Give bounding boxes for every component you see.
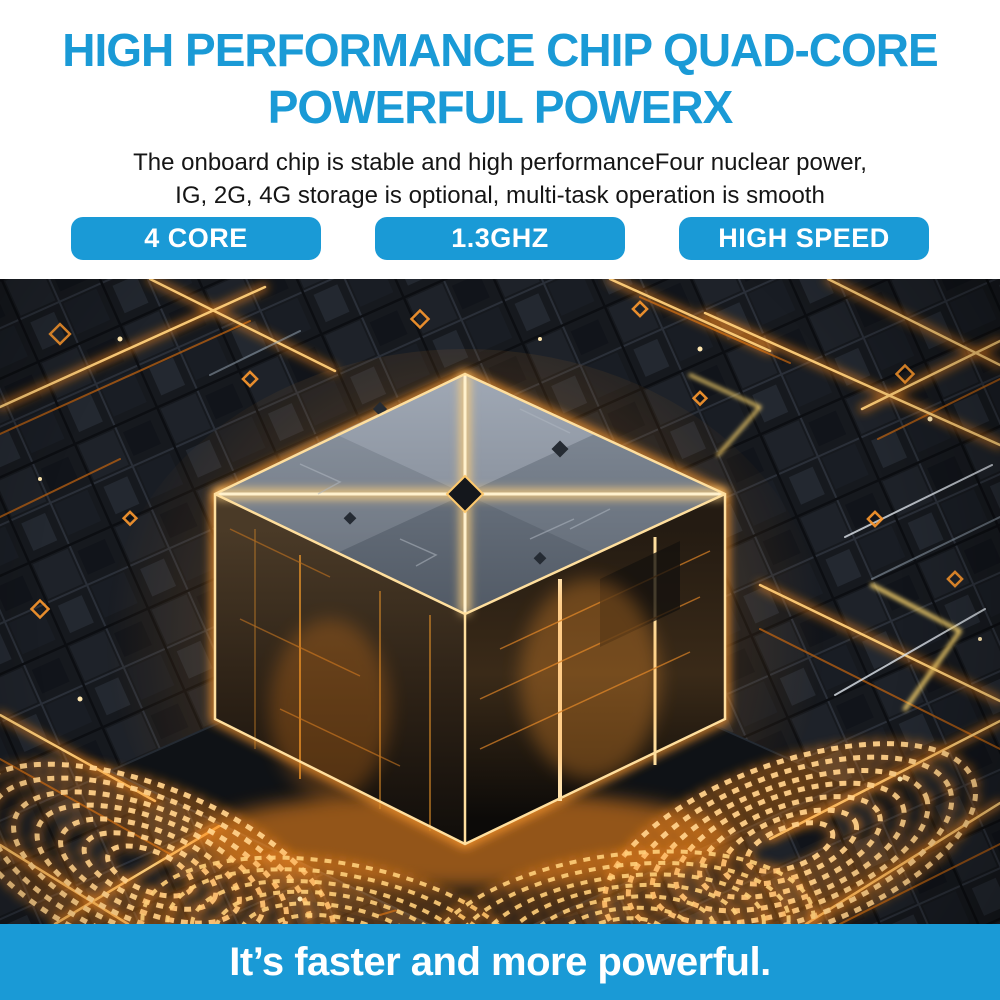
title-line-2: POWERFUL POWERX bbox=[267, 81, 734, 133]
badge-4-core: 4 CORE bbox=[71, 217, 321, 260]
subtitle-line-1: The onboard chip is stable and high perf… bbox=[133, 149, 867, 176]
feature-badges: 4 CORE 1.3GHZ HIGH SPEED bbox=[0, 217, 1000, 260]
badge-high-speed: HIGH SPEED bbox=[679, 217, 929, 260]
badge-1-3ghz: 1.3GHZ bbox=[375, 217, 625, 260]
page-title: HIGH PERFORMANCE CHIP QUAD-CORE POWERFUL… bbox=[0, 22, 1000, 136]
subtitle: The onboard chip is stable and high perf… bbox=[0, 146, 1000, 212]
title-line-1: HIGH PERFORMANCE CHIP QUAD-CORE bbox=[62, 24, 938, 76]
header-section: HIGH PERFORMANCE CHIP QUAD-CORE POWERFUL… bbox=[0, 0, 1000, 279]
subtitle-line-2: IG, 2G, 4G storage is optional, multi-ta… bbox=[175, 182, 825, 209]
footer-banner: It’s faster and more powerful. bbox=[0, 924, 1000, 1000]
chip-hero-image bbox=[0, 279, 1000, 924]
footer-caption: It’s faster and more powerful. bbox=[229, 939, 771, 984]
